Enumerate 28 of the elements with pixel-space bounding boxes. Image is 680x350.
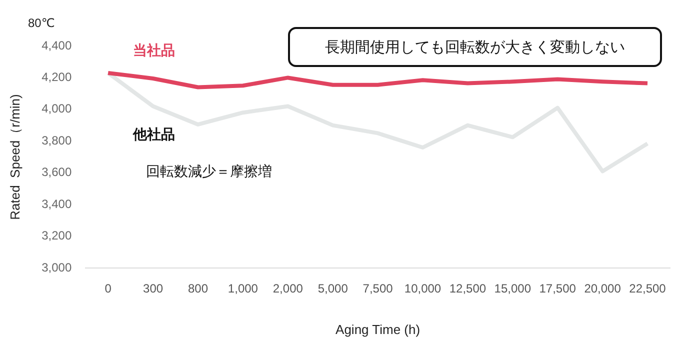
- x-tick-label: 0: [104, 282, 112, 296]
- x-tick-label: 22,500: [629, 282, 666, 296]
- y-tick-label: 3,600: [42, 165, 72, 180]
- x-tick-label: 1,000: [228, 282, 258, 296]
- x-tick-label: 2,000: [272, 282, 304, 296]
- y-tick-label: 3,800: [42, 133, 72, 148]
- chart-title: 80℃: [28, 16, 55, 30]
- x-tick-label: 800: [188, 282, 208, 296]
- x-tick-label: 300: [143, 282, 164, 296]
- x-tick-label: 17,500: [539, 282, 576, 296]
- x-tick-label: 12,500: [449, 282, 486, 296]
- x-tick-label: 5,000: [318, 282, 348, 296]
- series-label: 当社品: [133, 42, 176, 58]
- y-tick-label: 3,200: [42, 228, 72, 243]
- y-axis-title: Rated Speed（r/min): [7, 94, 22, 220]
- x-tick-label: 10,000: [404, 282, 442, 296]
- y-tick-label: 3,400: [42, 196, 72, 211]
- y-tick-label: 4,200: [42, 70, 72, 84]
- y-tick-label: 4,000: [42, 102, 72, 116]
- y-tick-label: 3,000: [42, 260, 72, 274]
- annotation: 回転数減少＝摩擦増: [146, 163, 272, 181]
- y-tick-label: 4,400: [42, 38, 72, 52]
- x-tick-label: 7,500: [362, 282, 394, 296]
- series-label: 他社品: [132, 126, 176, 142]
- annotation: 長期間使用しても回転数が大きく変動しない: [288, 27, 662, 67]
- x-axis-title: Aging Time (h): [336, 322, 420, 337]
- x-tick-label: 20,000: [584, 282, 622, 296]
- x-tick-label: 15,000: [494, 282, 532, 296]
